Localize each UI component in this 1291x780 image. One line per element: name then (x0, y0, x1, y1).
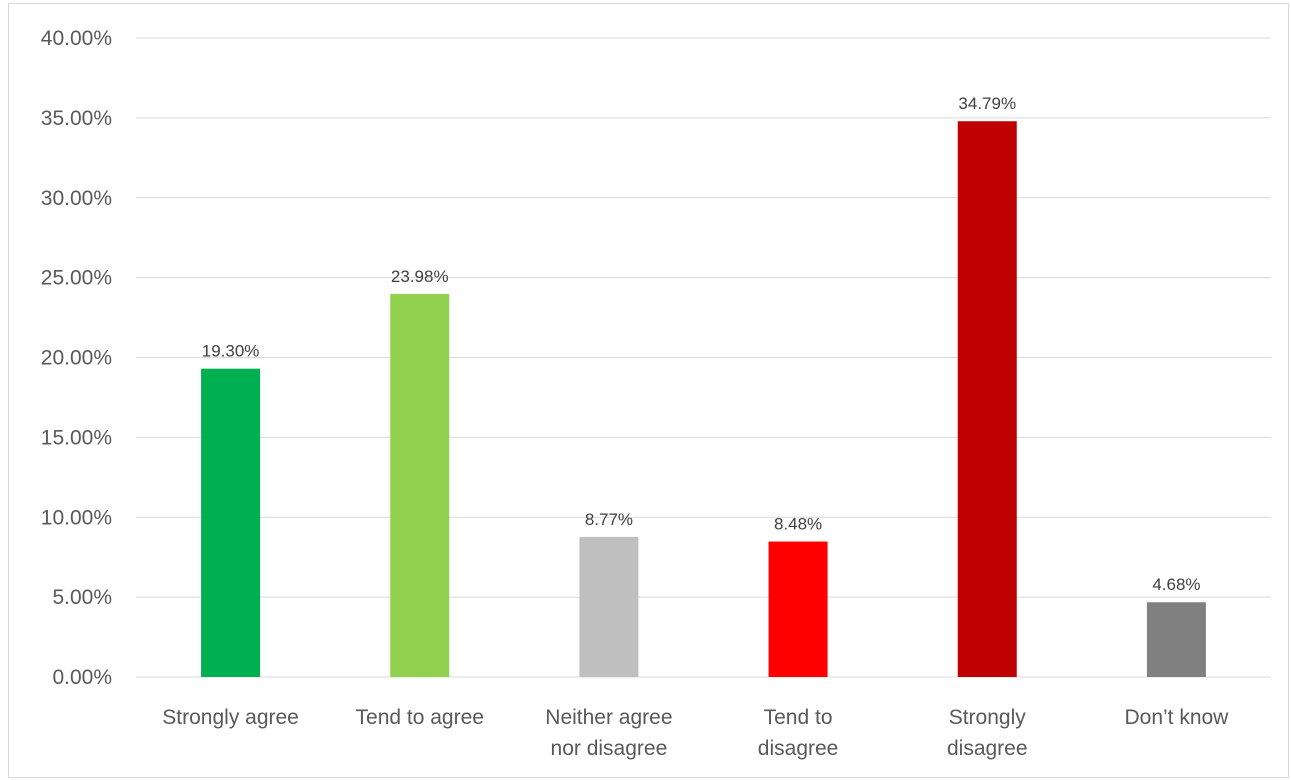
x-tick-label: Strongly disagree (947, 706, 1028, 760)
y-tick-label: 35.00% (41, 107, 112, 130)
bar-chart: 0.00% 5.00% 10.00% 15.00% 20.00% 25.00% 30.00%… (41, 27, 1271, 760)
x-tick-label: Neither agree nor disagree (545, 706, 672, 760)
x-tick-label-line: disagree (947, 737, 1028, 760)
bar (1146, 602, 1206, 677)
x-axis-ticks: Strongly agree Tend to agree Neither agree… (162, 706, 1229, 760)
x-tick-label-line: Tend to agree (356, 706, 484, 729)
data-label: 8.48% (774, 515, 822, 534)
y-tick-label: 0.00% (52, 666, 112, 689)
data-label: 19.30% (202, 342, 260, 361)
x-tick-label-line: Strongly agree (162, 706, 299, 729)
x-tick-label: Don’t know (1124, 706, 1229, 729)
gridlines (136, 37, 1271, 678)
bar (579, 536, 639, 677)
data-label: 8.77% (585, 510, 633, 529)
data-label: 34.79% (958, 94, 1016, 113)
bar (201, 368, 261, 677)
x-tick-label: Tend to agree (356, 706, 484, 729)
x-tick-label-line: Strongly (949, 706, 1027, 729)
y-tick-label: 20.00% (41, 347, 112, 370)
x-tick-label: Strongly agree (162, 706, 299, 729)
x-tick-label-line: Don’t know (1124, 706, 1229, 729)
y-tick-label: 5.00% (52, 586, 112, 609)
bar (390, 293, 450, 677)
data-label: 4.68% (1152, 575, 1200, 594)
y-tick-label: 40.00% (41, 27, 112, 50)
y-tick-label: 15.00% (41, 426, 112, 449)
bar (768, 541, 828, 677)
y-tick-label: 10.00% (41, 506, 112, 529)
x-tick-label-line: nor disagree (551, 737, 668, 760)
x-tick-label-line: Neither agree (545, 706, 672, 729)
bar (957, 121, 1017, 678)
y-tick-label: 30.00% (41, 187, 112, 210)
x-tick-label-line: disagree (758, 737, 839, 760)
chart-frame: 0.00% 5.00% 10.00% 15.00% 20.00% 25.00% 30.00%… (8, 3, 1289, 778)
data-label: 23.98% (391, 267, 449, 286)
y-axis-ticks: 0.00% 5.00% 10.00% 15.00% 20.00% 25.00% 30.00%… (41, 27, 112, 689)
y-tick-label: 25.00% (41, 267, 112, 290)
x-tick-label-line: Tend to (764, 706, 833, 729)
x-tick-label: Tend to disagree (758, 706, 839, 760)
data-labels: 19.30% 23.98% 8.77% 8.48% 34.79% 4.68% (202, 94, 1201, 594)
bars (201, 121, 1206, 678)
